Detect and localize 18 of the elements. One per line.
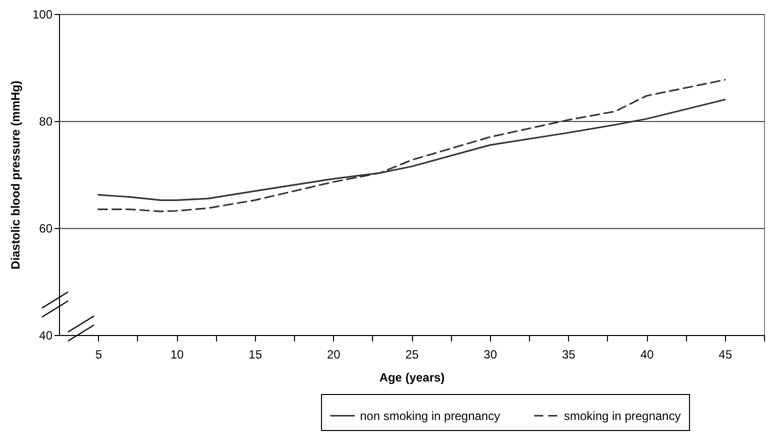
legend-label: non smoking in pregnancy [360,408,500,423]
x-tick-label: 35 [562,348,576,362]
x-tick-label: 40 [640,348,654,362]
legend-label: smoking in pregnancy [564,408,681,423]
x-tick-label: 10 [170,348,184,362]
y-tick-label: 100 [32,8,53,22]
y-tick-label: 60 [39,222,53,236]
x-tick-label: 30 [484,348,498,362]
x-axis-title: Age (years) [379,370,445,384]
line-series [97,79,726,212]
y-tick-label: 40 [39,328,53,342]
y-axis-title: Diastolic blood pressure (mmHg) [8,80,22,270]
x-tick-label: 45 [718,348,732,362]
x-tick-label: 20 [326,348,341,362]
y-tick-label: 80 [39,114,53,128]
x-tick-label: 25 [405,348,419,362]
x-tick-label: 15 [248,348,262,362]
x-tick-label: 5 [95,348,102,362]
